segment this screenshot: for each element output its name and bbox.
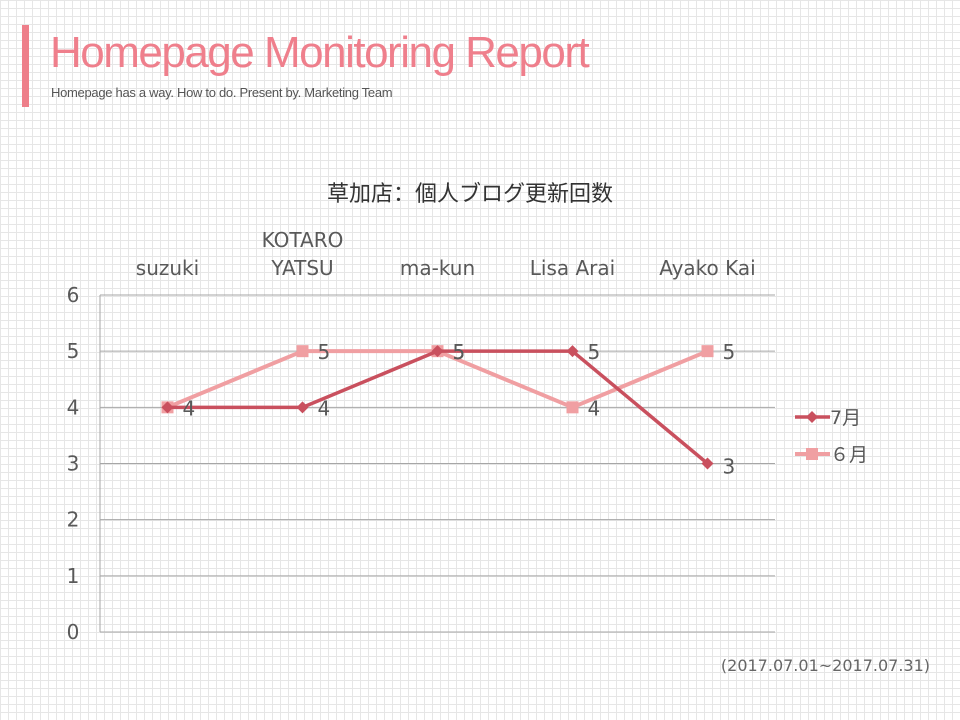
data-label: 3 <box>723 455 736 479</box>
category-label: KOTARO <box>262 228 344 252</box>
data-label: 4 <box>318 396 331 420</box>
data-label: 4 <box>183 396 196 420</box>
date-range: (2017.07.01~2017.07.31) <box>720 656 930 675</box>
legend-label: ６月 <box>830 444 868 466</box>
category-label: Lisa Arai <box>530 256 615 280</box>
category-label: suzuki <box>136 256 199 280</box>
category-label: YATSU <box>270 256 333 280</box>
category-label: ma-kun <box>400 256 475 280</box>
category-label: Ayako Kai <box>659 256 755 280</box>
legend-marker-diamond <box>806 411 818 423</box>
y-tick-label: 4 <box>67 395 80 419</box>
legend-label: 7月 <box>830 407 861 429</box>
y-tick-label: 5 <box>67 339 80 363</box>
data-point-jun <box>296 345 309 358</box>
data-label: 5 <box>453 340 466 364</box>
y-tick-label: 3 <box>67 452 80 476</box>
y-tick-label: 6 <box>67 283 80 307</box>
data-point-jun <box>701 345 714 358</box>
legend-marker-square <box>806 448 818 460</box>
title-accent-bar <box>22 25 29 107</box>
page-subtitle: Homepage has a way. How to do. Present b… <box>51 85 393 100</box>
data-point-jul <box>296 401 309 414</box>
data-label: 5 <box>318 340 331 364</box>
data-point-jul <box>161 401 174 414</box>
data-label: 5 <box>588 340 601 364</box>
series-line-jun <box>166 349 709 410</box>
chart-title: 草加店：個人ブログ更新回数 <box>327 182 613 207</box>
data-point-jul <box>431 345 444 358</box>
data-label: 4 <box>588 396 601 420</box>
data-label: 5 <box>723 340 736 364</box>
data-label: 5 <box>453 340 466 364</box>
data-point-jul <box>701 457 714 470</box>
y-tick-label: 0 <box>67 620 80 644</box>
y-tick-label: 1 <box>67 564 80 588</box>
data-point-jul <box>566 345 579 358</box>
page-title: Homepage Monitoring Report <box>50 28 590 77</box>
data-point-jun <box>566 401 579 414</box>
y-tick-label: 2 <box>67 508 80 532</box>
